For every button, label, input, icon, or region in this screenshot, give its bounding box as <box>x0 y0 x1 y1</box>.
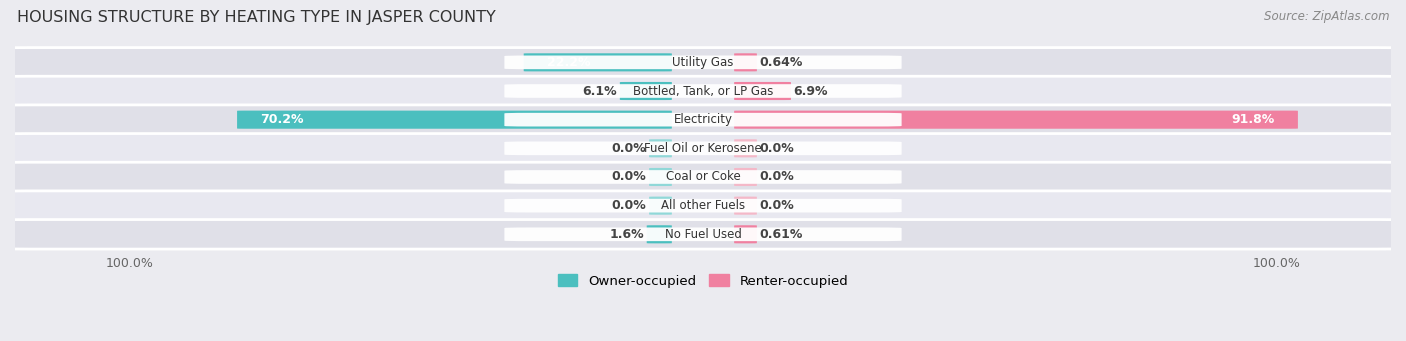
Text: Bottled, Tank, or LP Gas: Bottled, Tank, or LP Gas <box>633 85 773 98</box>
FancyBboxPatch shape <box>734 168 756 186</box>
Text: HOUSING STRUCTURE BY HEATING TYPE IN JASPER COUNTY: HOUSING STRUCTURE BY HEATING TYPE IN JAS… <box>17 10 496 25</box>
FancyBboxPatch shape <box>238 110 672 129</box>
FancyBboxPatch shape <box>620 82 672 100</box>
Text: 0.0%: 0.0% <box>759 142 794 155</box>
FancyBboxPatch shape <box>8 191 1398 220</box>
FancyBboxPatch shape <box>734 225 756 243</box>
FancyBboxPatch shape <box>734 139 756 158</box>
Legend: Owner-occupied, Renter-occupied: Owner-occupied, Renter-occupied <box>551 268 855 294</box>
FancyBboxPatch shape <box>8 162 1398 192</box>
FancyBboxPatch shape <box>734 110 1298 129</box>
Text: 0.64%: 0.64% <box>759 56 803 69</box>
Text: 0.61%: 0.61% <box>759 228 803 241</box>
Text: 6.9%: 6.9% <box>793 85 828 98</box>
Text: 22.2%: 22.2% <box>547 56 591 69</box>
FancyBboxPatch shape <box>523 53 672 71</box>
Text: 0.0%: 0.0% <box>759 199 794 212</box>
FancyBboxPatch shape <box>505 170 901 184</box>
FancyBboxPatch shape <box>505 56 901 69</box>
FancyBboxPatch shape <box>8 76 1398 106</box>
Text: 0.0%: 0.0% <box>612 170 647 183</box>
FancyBboxPatch shape <box>734 197 756 215</box>
FancyBboxPatch shape <box>505 113 901 127</box>
Text: Fuel Oil or Kerosene: Fuel Oil or Kerosene <box>644 142 762 155</box>
FancyBboxPatch shape <box>505 84 901 98</box>
Text: Coal or Coke: Coal or Coke <box>665 170 741 183</box>
FancyBboxPatch shape <box>505 199 901 212</box>
Text: 0.0%: 0.0% <box>612 142 647 155</box>
Text: 6.1%: 6.1% <box>582 85 617 98</box>
Text: 100.0%: 100.0% <box>105 257 153 270</box>
Text: All other Fuels: All other Fuels <box>661 199 745 212</box>
FancyBboxPatch shape <box>505 227 901 241</box>
Text: Utility Gas: Utility Gas <box>672 56 734 69</box>
FancyBboxPatch shape <box>8 220 1398 249</box>
FancyBboxPatch shape <box>8 48 1398 77</box>
FancyBboxPatch shape <box>647 225 672 243</box>
FancyBboxPatch shape <box>650 139 672 158</box>
Text: Source: ZipAtlas.com: Source: ZipAtlas.com <box>1264 10 1389 23</box>
FancyBboxPatch shape <box>650 168 672 186</box>
Text: 91.8%: 91.8% <box>1232 113 1274 126</box>
Text: 0.0%: 0.0% <box>759 170 794 183</box>
Text: 100.0%: 100.0% <box>1253 257 1301 270</box>
FancyBboxPatch shape <box>734 82 792 100</box>
FancyBboxPatch shape <box>505 142 901 155</box>
Text: Electricity: Electricity <box>673 113 733 126</box>
FancyBboxPatch shape <box>8 105 1398 134</box>
FancyBboxPatch shape <box>734 53 756 71</box>
FancyBboxPatch shape <box>650 197 672 215</box>
Text: 0.0%: 0.0% <box>612 199 647 212</box>
Text: No Fuel Used: No Fuel Used <box>665 228 741 241</box>
FancyBboxPatch shape <box>8 134 1398 163</box>
Text: 70.2%: 70.2% <box>260 113 304 126</box>
Text: 1.6%: 1.6% <box>609 228 644 241</box>
